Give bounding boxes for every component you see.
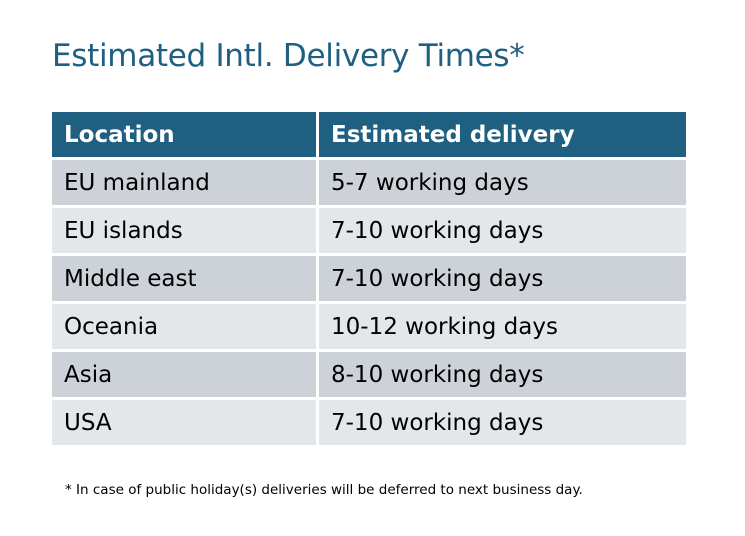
delivery-cell: 8-10 working days bbox=[319, 352, 686, 397]
delivery-cell: 7-10 working days bbox=[319, 400, 686, 445]
table-row: EU mainland 5-7 working days bbox=[52, 160, 686, 205]
location-cell: EU islands bbox=[52, 208, 316, 253]
table-row: Oceania 10-12 working days bbox=[52, 304, 686, 349]
page-title: Estimated Intl. Delivery Times* bbox=[52, 38, 525, 74]
table-row: EU islands 7-10 working days bbox=[52, 208, 686, 253]
delivery-cell: 7-10 working days bbox=[319, 208, 686, 253]
header-location: Location bbox=[52, 112, 316, 157]
table-row: USA 7-10 working days bbox=[52, 400, 686, 445]
delivery-cell: 7-10 working days bbox=[319, 256, 686, 301]
header-estimated-delivery: Estimated delivery bbox=[319, 112, 686, 157]
location-cell: Oceania bbox=[52, 304, 316, 349]
table-header-row: Location Estimated delivery bbox=[52, 112, 686, 157]
location-cell: Middle east bbox=[52, 256, 316, 301]
location-cell: Asia bbox=[52, 352, 316, 397]
footnote: * In case of public holiday(s) deliverie… bbox=[65, 482, 583, 498]
location-cell: USA bbox=[52, 400, 316, 445]
delivery-table: Location Estimated delivery EU mainland 5… bbox=[49, 109, 689, 448]
table-row: Asia 8-10 working days bbox=[52, 352, 686, 397]
delivery-cell: 5-7 working days bbox=[319, 160, 686, 205]
table-row: Middle east 7-10 working days bbox=[52, 256, 686, 301]
location-cell: EU mainland bbox=[52, 160, 316, 205]
delivery-cell: 10-12 working days bbox=[319, 304, 686, 349]
